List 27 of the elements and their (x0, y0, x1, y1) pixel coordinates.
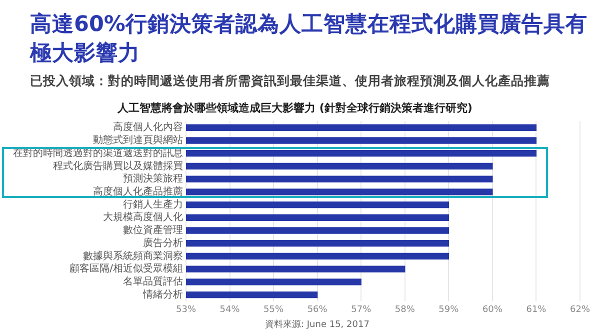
x-tick-label: 61% (526, 304, 547, 315)
y-tick-label: 動態式到達頁與網站 (93, 134, 183, 146)
y-tick-label: 預測決策旅程 (123, 172, 183, 185)
x-tick-label: 53% (176, 304, 196, 315)
y-tick-label: 數據與系統頻商業洞察 (83, 250, 183, 262)
x-tick-label: 62% (570, 304, 590, 315)
source-note: 資料來源: June 15, 2017 (265, 318, 370, 331)
x-tick-label: 58% (394, 304, 416, 315)
chart-title: 高達60%行銷決策者認為人工智慧在程式化購買廣告具有極大影響力 (30, 11, 588, 68)
y-tick-label: 大規模高度個人化 (103, 211, 183, 224)
y-tick-label: 顧客區隔/相近似受眾模組 (70, 262, 183, 275)
y-tick-label: 程式化廣告購買以及媒體採買 (53, 160, 183, 172)
y-tick-label: 情緒分析 (142, 288, 183, 300)
y-tick-label: 高度個人化產品推薦 (93, 186, 183, 198)
x-tick-label: 57% (351, 304, 372, 315)
y-tick-label: 名單品質評估 (123, 276, 183, 288)
y-tick-label: 數位資產管理 (123, 224, 183, 236)
chart-subtitle: 已投入領域：對的時間遞送使用者所需資訊到最佳渠道、使用者旅程預測及個人化產品推薦 (30, 73, 551, 90)
x-tick-label: 55% (264, 304, 284, 315)
x-tick-label: 59% (438, 304, 460, 315)
x-tick-label: 54% (220, 304, 240, 315)
x-tick-label: 56% (307, 304, 328, 315)
y-tick-label: 行銷人生產力 (123, 198, 183, 210)
series-label: 人工智慧將會於哪些領域造成巨大影響力 (針對全球行銷決策者進行研究) (116, 101, 472, 114)
y-tick-label: 廣告分析 (143, 236, 183, 249)
x-tick-label: 60% (482, 304, 503, 315)
y-tick-label: 高度個人化內容 (113, 121, 183, 134)
